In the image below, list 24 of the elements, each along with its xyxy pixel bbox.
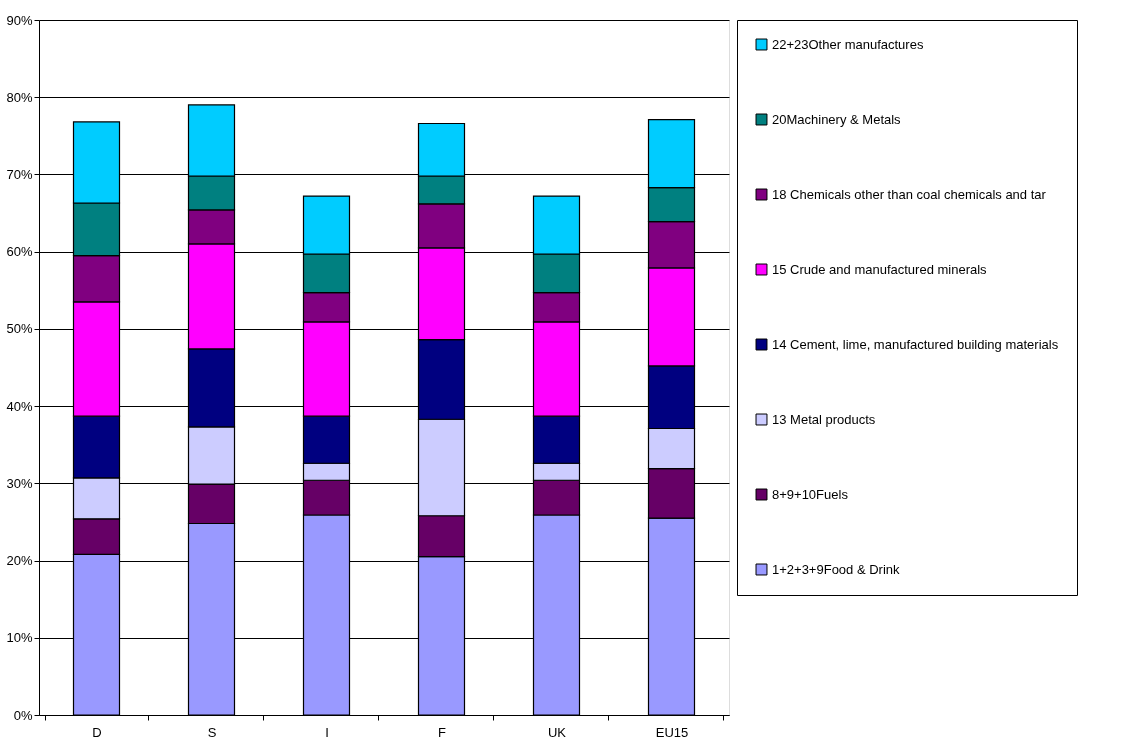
legend-label: 15 Crude and manufactured minerals xyxy=(772,261,988,277)
legend-label: 18 Chemicals other than coal chemicals and tar xyxy=(772,186,1047,202)
x-tick-label: F xyxy=(438,724,447,740)
y-tick-label: 30% xyxy=(6,475,33,491)
legend-label: 13 Metal products xyxy=(772,411,876,427)
x-tick-label: S xyxy=(207,724,217,740)
legend-label: 8+9+10Fuels xyxy=(772,486,849,502)
x-tick-label: I xyxy=(325,724,329,740)
y-tick-label: 20% xyxy=(6,553,33,569)
x-tick-label: UK xyxy=(547,724,567,740)
legend-label: 1+2+3+9Food & Drink xyxy=(772,561,901,577)
y-tick-label: 90% xyxy=(6,12,33,28)
y-tick-label: 60% xyxy=(6,244,33,260)
x-tick-label: EU15 xyxy=(655,724,689,740)
y-tick-label: 40% xyxy=(6,398,33,414)
x-tick-label: D xyxy=(92,724,102,740)
y-tick-label: 10% xyxy=(6,630,33,646)
y-tick-label: 80% xyxy=(6,89,33,105)
y-tick-label: 70% xyxy=(6,166,33,182)
legend-label: 14 Cement, lime, manufactured building materials xyxy=(772,336,1059,352)
legend-label: 22+23Other manufactures xyxy=(772,36,924,52)
y-tick-label: 0% xyxy=(13,707,33,723)
legend-label: 20Machinery & Metals xyxy=(772,111,902,127)
y-tick-label: 50% xyxy=(6,321,33,337)
